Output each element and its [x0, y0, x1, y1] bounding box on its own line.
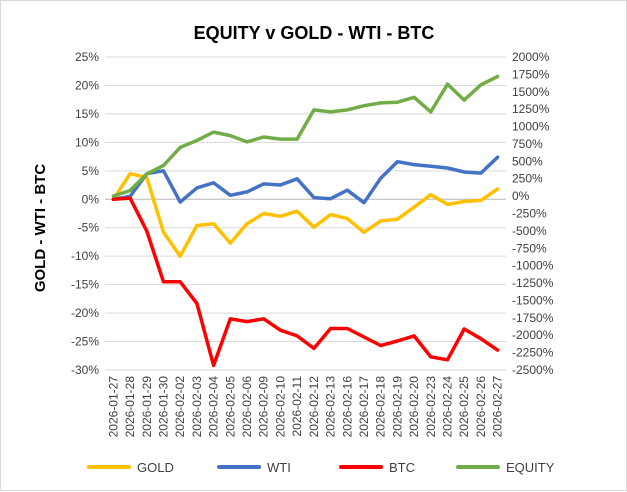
right-tick-label: 1500%: [512, 85, 550, 99]
x-axis-ticks: 2026-01-27 2026-01-28 2026-01-29 2026-01-30…: [106, 376, 504, 438]
right-tick-label: -500%: [512, 224, 547, 238]
right-tick-label: 1250%: [512, 102, 550, 116]
left-tick-label: -25%: [71, 335, 99, 349]
x-tick-label: 2026-02-13: [324, 376, 338, 438]
x-tick-label: 2026-02-18: [374, 376, 388, 438]
right-tick-label: 2000%: [512, 50, 550, 64]
right-tick-label: -750%: [512, 241, 547, 255]
legend-label-equity: EQUITY: [506, 460, 555, 475]
x-tick-label: 2026-02-24: [441, 376, 455, 438]
x-tick-label: 2026-02-23: [424, 376, 438, 438]
x-tick-label: 2026-02-20: [407, 376, 421, 438]
left-tick-label: -15%: [71, 278, 99, 292]
right-tick-label: 0%: [512, 189, 530, 203]
left-tick-label: 5%: [82, 164, 100, 178]
legend-label-btc: BTC: [389, 460, 415, 475]
series-line-wti: [111, 155, 500, 205]
series-line-gold: [111, 171, 500, 258]
left-tick-label: 10%: [75, 135, 99, 149]
x-tick-label: 2026-02-04: [207, 376, 221, 438]
right-tick-label: -2500%: [512, 363, 554, 377]
x-tick-label: 2026-02-17: [357, 376, 371, 438]
grid-layer: [105, 56, 506, 371]
left-tick-label: 15%: [75, 107, 99, 121]
x-tick-label: 2026-02-26: [474, 376, 488, 438]
right-tick-label: -2250%: [512, 346, 554, 360]
series-layer: [111, 74, 500, 368]
left-tick-label: -10%: [71, 249, 99, 263]
x-tick-label: 2026-02-10: [273, 376, 287, 438]
y-axis-title: GOLD - WTI - BTC: [32, 164, 49, 292]
right-tick-label: -1250%: [512, 276, 554, 290]
x-tick-label: 2026-02-02: [173, 376, 187, 438]
x-tick-label: 2026-02-09: [257, 376, 271, 438]
x-tick-label: 2026-02-03: [190, 376, 204, 438]
x-tick-label: 2026-02-11: [290, 376, 304, 437]
chart-title: EQUITY v GOLD - WTI - BTC: [194, 23, 435, 43]
x-tick-label: 2026-02-16: [340, 376, 354, 438]
right-axis-ticks: 2000% 1750% 1500% 1250% 1000% 750% 500% 250% 0% -…: [512, 50, 554, 377]
series-line-equity: [111, 74, 500, 198]
right-tick-label: -1000%: [512, 259, 554, 273]
x-tick-label: 2026-01-30: [156, 376, 170, 438]
right-tick-label: -2000%: [512, 328, 554, 342]
x-tick-label: 2026-02-25: [457, 376, 471, 438]
left-tick-label: 20%: [75, 78, 99, 92]
legend-label-gold: GOLD: [137, 460, 174, 475]
series-line-btc: [111, 196, 500, 368]
left-tick-label: -5%: [78, 221, 100, 235]
right-tick-label: -1500%: [512, 293, 554, 307]
right-tick-label: 250%: [512, 172, 543, 186]
left-tick-label: -20%: [71, 306, 99, 320]
x-tick-label: 2026-02-06: [240, 376, 254, 438]
legend: GOLD WTI BTC EQUITY: [87, 460, 555, 475]
x-tick-label: 2026-02-27: [491, 376, 505, 438]
left-tick-label: 0%: [82, 192, 100, 206]
x-tick-label: 2026-02-12: [307, 376, 321, 438]
x-tick-label: 2026-01-27: [106, 376, 120, 438]
x-tick-label: 2026-01-29: [140, 376, 154, 438]
x-tick-label: 2026-02-05: [223, 376, 237, 438]
left-tick-label: 25%: [75, 50, 99, 64]
right-tick-label: -250%: [512, 207, 547, 221]
right-tick-label: -1750%: [512, 311, 554, 325]
right-tick-label: 750%: [512, 137, 543, 151]
left-axis-ticks: 25% 20% 15% 10% 5% 0% -5% -10% -15% -20% -25% -30%: [71, 50, 99, 377]
left-tick-label: -30%: [71, 363, 99, 377]
x-tick-label: 2026-02-19: [390, 376, 404, 438]
legend-label-wti: WTI: [267, 460, 291, 475]
x-tick-label: 2026-01-28: [123, 376, 137, 438]
right-tick-label: 500%: [512, 154, 543, 168]
right-tick-label: 1750%: [512, 67, 550, 81]
right-tick-label: 1000%: [512, 120, 550, 134]
